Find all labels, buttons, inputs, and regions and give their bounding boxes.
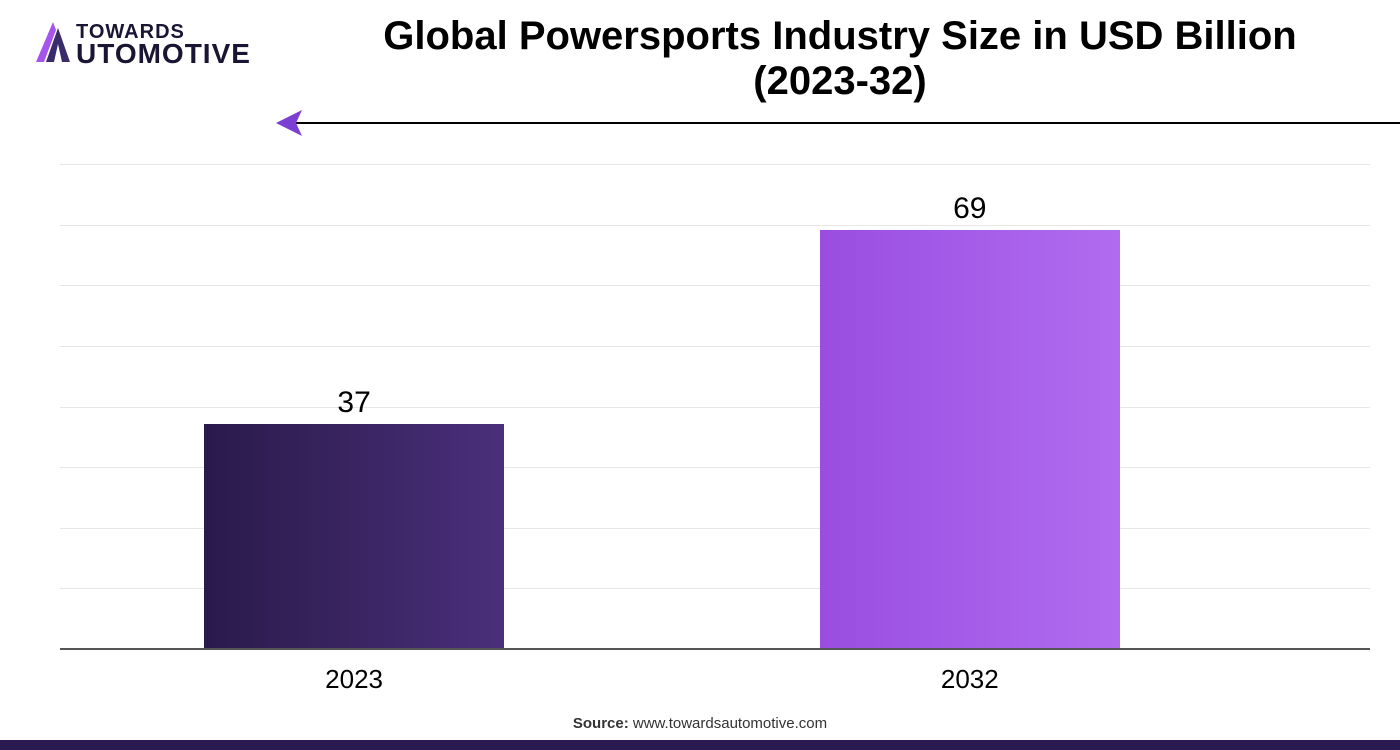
gridline xyxy=(60,225,1370,226)
category-label: 2023 xyxy=(204,664,504,695)
footer-stripe xyxy=(0,740,1400,750)
source-prefix: Source: xyxy=(573,715,633,732)
x-axis-baseline xyxy=(60,648,1370,650)
bar-value-label: 69 xyxy=(820,192,1120,226)
gridline xyxy=(60,346,1370,347)
logo-line2: UTOMOTIVE xyxy=(76,40,251,68)
bar-chart: 372023692032 xyxy=(60,165,1370,650)
bar xyxy=(820,230,1120,648)
arrow-left-icon xyxy=(276,110,306,136)
title-line2: (2023-32) xyxy=(300,59,1380,104)
source-attribution: Source: www.towardsautomotive.com xyxy=(0,715,1400,732)
source-text: www.towardsautomotive.com xyxy=(633,715,827,732)
logo-text: TOWARDS UTOMOTIVE xyxy=(76,22,251,68)
gridline xyxy=(60,285,1370,286)
title-line1: Global Powersports Industry Size in USD … xyxy=(300,14,1380,59)
bar xyxy=(204,424,504,648)
brand-logo: TOWARDS UTOMOTIVE xyxy=(36,22,251,68)
title-underline xyxy=(286,122,1400,124)
logo-mark-icon xyxy=(36,22,70,62)
plot-area: 372023692032 xyxy=(60,165,1370,650)
gridline xyxy=(60,164,1370,165)
bar-value-label: 37 xyxy=(204,386,504,420)
chart-page: TOWARDS UTOMOTIVE Global Powersports Ind… xyxy=(0,0,1400,750)
chart-title: Global Powersports Industry Size in USD … xyxy=(300,14,1380,104)
category-label: 2032 xyxy=(820,664,1120,695)
